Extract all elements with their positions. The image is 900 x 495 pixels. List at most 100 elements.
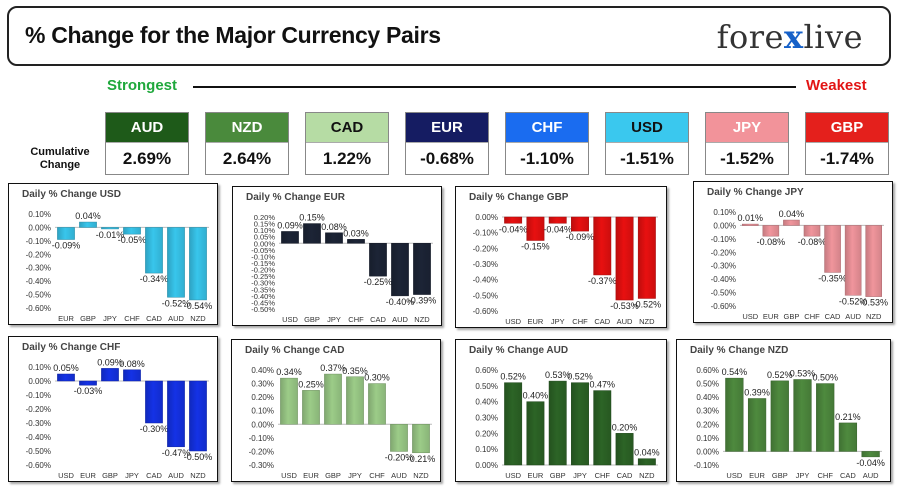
currency-box-eur: EUR -0.68% bbox=[405, 112, 489, 175]
y-tick-label: -0.60% bbox=[26, 461, 51, 470]
y-tick-label: 0.00% bbox=[475, 461, 498, 470]
data-label: 0.53% bbox=[545, 370, 571, 380]
data-label: -0.09% bbox=[52, 241, 81, 251]
currency-name: GBP bbox=[806, 113, 888, 142]
bar bbox=[369, 243, 387, 277]
bar-chart: Daily % Change CHF 0.10% 0.00% -0.10% -0.20%… bbox=[22, 342, 213, 480]
bar bbox=[57, 227, 75, 240]
y-tick-label: -0.20% bbox=[473, 244, 498, 253]
chart-panel: Daily % Change EUR 0.20% 0.15% 0.10% 0.05% 0.… bbox=[232, 186, 442, 326]
x-tick-label: CAD bbox=[840, 471, 856, 480]
header-banner: % Change for the Major Currency Pairs fo… bbox=[7, 6, 891, 66]
bar bbox=[770, 380, 789, 452]
strongest-label: Strongest bbox=[107, 77, 178, 94]
currency-cumulative-value: -1.52% bbox=[706, 142, 788, 174]
data-label: 0.09% bbox=[97, 357, 123, 367]
x-tick-label: AUD bbox=[617, 317, 633, 326]
x-tick-label: USD bbox=[505, 317, 521, 326]
y-tick-label: -0.20% bbox=[26, 250, 51, 259]
y-tick-label: 0.20% bbox=[696, 420, 719, 429]
data-label: 0.52% bbox=[767, 370, 793, 380]
x-tick-label: EUR bbox=[763, 312, 779, 321]
bar bbox=[302, 390, 320, 425]
x-tick-label: AUD bbox=[391, 471, 407, 480]
data-label: 0.54% bbox=[722, 367, 748, 377]
y-tick-label: 0.20% bbox=[251, 393, 274, 402]
bar bbox=[412, 424, 430, 454]
data-label: -0.09% bbox=[566, 232, 595, 242]
bar bbox=[368, 383, 386, 425]
y-tick-label: -0.30% bbox=[249, 461, 274, 470]
bar bbox=[844, 225, 862, 296]
y-tick-label: -0.50% bbox=[473, 291, 498, 300]
bar bbox=[280, 377, 298, 425]
bar bbox=[504, 216, 523, 224]
data-label: 0.01% bbox=[738, 213, 764, 223]
y-tick-label: 0.00% bbox=[254, 239, 276, 248]
x-tick-label: JPY bbox=[327, 315, 341, 324]
bar bbox=[123, 369, 141, 382]
y-tick-label: -0.30% bbox=[473, 260, 498, 269]
data-label: 0.39% bbox=[744, 388, 770, 398]
data-label: -0.40% bbox=[386, 297, 415, 307]
y-tick-label: -0.10% bbox=[251, 252, 275, 261]
y-tick-label: -0.60% bbox=[711, 302, 736, 311]
currency-name: CAD bbox=[306, 113, 388, 142]
y-tick-label: 0.60% bbox=[696, 366, 719, 375]
bar bbox=[325, 232, 343, 244]
currency-box-nzd: NZD 2.64% bbox=[205, 112, 289, 175]
bar bbox=[747, 398, 767, 452]
data-label: -0.15% bbox=[521, 242, 550, 252]
currency-cumulative-value: 2.69% bbox=[106, 142, 188, 174]
strength-divider-line bbox=[193, 86, 796, 88]
x-tick-label: JPY bbox=[551, 317, 565, 326]
data-label: 0.15% bbox=[299, 213, 325, 223]
chart-title: Daily % Change GBP bbox=[469, 192, 569, 203]
y-tick-label: -0.10% bbox=[711, 235, 736, 244]
x-tick-label: GBP bbox=[102, 471, 118, 480]
y-tick-label: -0.60% bbox=[473, 307, 498, 316]
bar bbox=[824, 225, 841, 273]
y-tick-label: -0.05% bbox=[251, 246, 275, 255]
x-tick-label: EUR bbox=[303, 471, 319, 480]
y-tick-label: -0.10% bbox=[26, 391, 51, 400]
x-tick-label: NZD bbox=[866, 312, 882, 321]
y-tick-label: 0.00% bbox=[28, 223, 51, 232]
bar bbox=[548, 216, 567, 224]
data-label: 0.08% bbox=[321, 222, 347, 232]
chart-title: Daily % Change CHF bbox=[22, 342, 120, 353]
y-tick-label: 0.30% bbox=[475, 414, 498, 423]
y-tick-label: 0.40% bbox=[251, 366, 274, 375]
bar bbox=[816, 383, 835, 452]
bar bbox=[281, 231, 299, 244]
bar-chart: Daily % Change USD 0.10% 0.00% -0.10% -0.20%… bbox=[22, 189, 212, 323]
x-tick-label: CHF bbox=[572, 317, 588, 326]
data-label: -0.50% bbox=[184, 452, 213, 462]
bar bbox=[57, 373, 75, 382]
x-tick-label: NZD bbox=[413, 471, 429, 480]
bar bbox=[783, 219, 800, 226]
y-tick-label: 0.50% bbox=[475, 382, 498, 391]
y-tick-label: -0.30% bbox=[711, 262, 736, 271]
currency-box-usd: USD -1.51% bbox=[605, 112, 689, 175]
y-tick-label: -0.50% bbox=[26, 291, 51, 300]
data-label: -0.52% bbox=[839, 296, 868, 306]
y-tick-label: -0.40% bbox=[26, 277, 51, 286]
y-tick-label: -0.40% bbox=[26, 433, 51, 442]
data-label: 0.05% bbox=[53, 363, 79, 373]
y-tick-label: -0.20% bbox=[711, 248, 736, 257]
x-tick-label: JPY bbox=[573, 471, 587, 480]
chart-panel: Daily % Change AUD 0.60% 0.50% 0.40% 0.30% 0.… bbox=[455, 339, 667, 482]
y-tick-label: -0.40% bbox=[711, 275, 736, 284]
x-tick-label: NZD bbox=[414, 315, 430, 324]
data-label: -0.04% bbox=[543, 224, 572, 234]
data-label: 0.50% bbox=[812, 373, 838, 383]
bar bbox=[637, 458, 656, 466]
chart-panel: Daily % Change NZD 0.60% 0.50% 0.40% 0.30% 0.… bbox=[676, 339, 891, 482]
y-tick-label: 0.30% bbox=[696, 407, 719, 416]
currency-box-jpy: JPY -1.52% bbox=[705, 112, 789, 175]
x-tick-label: GBP bbox=[784, 312, 800, 321]
x-tick-label: USD bbox=[742, 312, 758, 321]
y-tick-label: 0.05% bbox=[254, 233, 276, 242]
bar-chart: Daily % Change NZD 0.60% 0.50% 0.40% 0.30% 0.… bbox=[690, 345, 885, 480]
